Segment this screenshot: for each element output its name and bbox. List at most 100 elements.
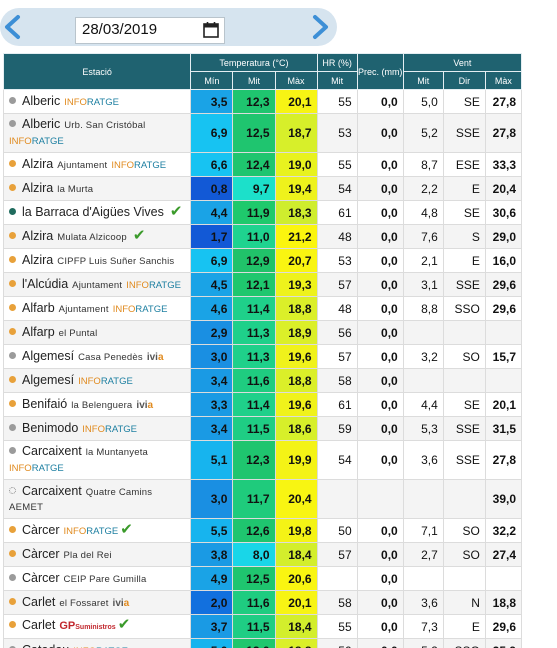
table-row[interactable]: Alzira la Murta 0,8 9,7 19,4 54 0,0 2,2 E 20,4 [2, 176, 523, 201]
wind-max-header[interactable]: Màx [484, 71, 523, 90]
table-row[interactable]: Alzira CIPFP Luis Suñer Sanchis 6,9 12,9 20,… [2, 248, 523, 273]
wind-dir-cell: SSE [442, 272, 486, 297]
table-row[interactable]: Carcaixent Quatre Camins AEMET 3,0 11,7 20,4 3… [2, 479, 523, 519]
table-row[interactable]: Alfarp el Puntal 2,9 11,3 18,9 56 0,0 [2, 320, 523, 345]
table-row[interactable]: Benimodo INFORATGE 3,4 11,5 18,6 59 0,0 5,3 SSE 3… [2, 416, 523, 441]
wind-mid-cell: 8,8 [402, 296, 444, 321]
temp-min-cell: 4,6 [190, 296, 234, 321]
temp-mid-cell: 12,3 [232, 89, 276, 114]
station-cell[interactable]: Algemesí INFORATGE [2, 368, 192, 393]
table-row[interactable]: Algemesí Casa Penedès ivia 3,0 11,3 19,6 57 0,0… [2, 344, 523, 369]
precip-cell: 0,0 [356, 176, 404, 201]
wind-mid-cell: 3,6 [402, 590, 444, 615]
wind-dir-cell: SSO [442, 638, 486, 648]
temp-min-cell: 6,9 [190, 113, 234, 153]
station-cell[interactable]: Algemesí Casa Penedès ivia [2, 344, 192, 369]
table-row[interactable]: Alberic INFORATGE 3,5 12,3 20,1 55 0,0 5,0 SE 27,… [2, 89, 523, 114]
station-cell[interactable]: Alzira Mulata Alzicoop ✔ [2, 224, 192, 249]
temp-min-cell: 3,4 [190, 368, 234, 393]
table-row[interactable]: Catadau INFORATGE 5,012,018,8500,05,2SSO25… [2, 638, 523, 648]
status-dot-icon [9, 573, 16, 581]
wind-max-cell: 29,6 [484, 272, 523, 297]
temp-max-header[interactable]: Màx [274, 71, 318, 90]
temp-min-cell: 3,4 [190, 416, 234, 441]
wind-dir-header[interactable]: Dir [442, 71, 486, 90]
table-row[interactable]: Algemesí INFORATGE 3,4 11,6 18,8 58 0,0 [2, 368, 523, 393]
temp-min-cell: 5,1 [190, 440, 234, 480]
temperature-column-group: Temperatura (°C) [190, 53, 318, 72]
table-row[interactable]: Càrcer INFORATGE ✔ 5,5 12,6 19,8 50 0,0 7,1 SO 32,… [2, 518, 523, 543]
station-cell[interactable]: Alberic Urb. San Cristóbal INFORATGE [2, 113, 192, 153]
humidity-cell: 53 [316, 248, 358, 273]
table-row[interactable]: Alzira Mulata Alzicoop ✔ 1,7 11,0 21,2 48 0,0 7,… [2, 224, 523, 249]
temp-mid-cell: 12,9 [232, 248, 276, 273]
table-row[interactable]: Alfarb Ajuntament INFORATGE 4,6 11,4 18,8 48 0,… [2, 296, 523, 321]
precip-column-header[interactable]: Prec. (mm) [356, 53, 404, 90]
table-row[interactable]: Carlet GPSuministros ✔ 3,7 11,5 18,4 55 0,0 7,3 E… [2, 614, 523, 639]
table-row[interactable]: Alzira Ajuntament INFORATGE 6,6 12,4 19,0 55 0,… [2, 152, 523, 177]
station-name: Alberic [22, 93, 61, 108]
station-sublocation: Casa Penedès [78, 351, 143, 363]
temp-min-header[interactable]: Mín [190, 71, 234, 90]
station-cell[interactable]: Càrcer CEIP Pare Gumilla [2, 566, 192, 591]
station-cell[interactable]: Benimodo INFORATGE [2, 416, 192, 441]
station-cell[interactable]: Alfarb Ajuntament INFORATGE [2, 296, 192, 321]
date-field[interactable]: 28/03/2019 [75, 17, 225, 44]
status-dot-icon [9, 255, 16, 263]
wind-dir-cell: SSE [442, 416, 486, 441]
station-cell[interactable]: la Barraca d'Aigües Vives ✔ [2, 200, 192, 225]
station-label: Carcaixent la Muntanyeta INFORATGE [9, 444, 188, 476]
station-cell[interactable]: Alberic INFORATGE [2, 89, 192, 114]
station-cell[interactable]: Benifaió la Belenguera ivia [2, 392, 192, 417]
station-cell[interactable]: Alzira CIPFP Luis Suñer Sanchis [2, 248, 192, 273]
station-sublocation: la Muntanyeta [85, 447, 149, 458]
station-cell[interactable]: Alfarp el Puntal [2, 320, 192, 345]
next-day-button[interactable] [308, 14, 332, 40]
station-cell[interactable]: Alzira la Murta [2, 176, 192, 201]
calendar-icon[interactable] [202, 21, 220, 39]
temp-max-cell: 21,2 [274, 224, 318, 249]
station-cell[interactable]: Càrcer Pla del Rei [2, 542, 192, 567]
temp-min-cell: 3,8 [190, 542, 234, 567]
station-cell[interactable]: Carcaixent la Muntanyeta INFORATGE [2, 440, 192, 480]
table-row[interactable]: l'Alcúdia Ajuntament INFORATGE 4,5 12,1 19,3 5… [2, 272, 523, 297]
temp-max-cell: 19,6 [274, 344, 318, 369]
station-cell[interactable]: Catadau INFORATGE [2, 638, 192, 648]
hr-mid-header[interactable]: Mit [316, 71, 358, 90]
table-row[interactable]: Carcaixent la Muntanyeta INFORATGE 5,1 12,3 1… [2, 440, 523, 480]
precip-cell: 0,0 [356, 440, 404, 480]
wind-mid-header[interactable]: Mit [402, 71, 444, 90]
temp-min-cell: 3,0 [190, 344, 234, 369]
temp-mid-cell: 11,6 [232, 590, 276, 615]
table-row[interactable]: Alberic Urb. San Cristóbal INFORATGE 6,9 12,… [2, 113, 523, 153]
table-row[interactable]: Carlet el Fossaret ivia 2,0 11,6 20,1 58 0,0 3,6… [2, 590, 523, 615]
humidity-cell: 61 [316, 200, 358, 225]
wind-dir-cell: E [442, 176, 486, 201]
station-cell[interactable]: Carlet el Fossaret ivia [2, 590, 192, 615]
table-row[interactable]: Càrcer CEIP Pare Gumilla 4,9 12,5 20,6 0,0 [2, 566, 523, 591]
table-row[interactable]: Càrcer Pla del Rei 3,8 8,0 18,4 57 0,0 2,7 SO 27,… [2, 542, 523, 567]
station-cell[interactable]: Carlet GPSuministros ✔ [2, 614, 192, 639]
table-row[interactable]: Benifaió la Belenguera ivia 3,3 11,4 19,6 61 0,… [2, 392, 523, 417]
status-dot-icon [9, 375, 16, 383]
wind-max-cell: 27,8 [484, 89, 523, 114]
status-dot-icon [9, 621, 16, 628]
humidity-cell: 58 [316, 368, 358, 393]
station-cell[interactable]: Càrcer INFORATGE ✔ [2, 518, 192, 543]
temp-min-cell: 3,5 [190, 89, 234, 114]
table-row[interactable]: la Barraca d'Aigües Vives ✔ 4,4 11,9 18,3 61 0… [2, 200, 523, 225]
station-cell[interactable]: Alzira Ajuntament INFORATGE [2, 152, 192, 177]
precip-cell: 0,0 [356, 113, 404, 153]
temp-mid-header[interactable]: Mit [232, 71, 276, 90]
temp-min-cell: 4,4 [190, 200, 234, 225]
station-label: Càrcer INFORATGE ✔ [9, 522, 188, 539]
wind-max-cell: 25,9 [484, 638, 523, 648]
temp-min-cell: 4,9 [190, 566, 234, 591]
wind-dir-cell: E [442, 248, 486, 273]
previous-day-button[interactable] [1, 14, 25, 40]
station-cell[interactable]: Carcaixent Quatre Camins AEMET [2, 479, 192, 519]
station-cell[interactable]: l'Alcúdia Ajuntament INFORATGE [2, 272, 192, 297]
station-column-header[interactable]: Estació [2, 53, 192, 90]
wind-mid-cell: 8,7 [402, 152, 444, 177]
wind-mid-cell: 7,1 [402, 518, 444, 543]
